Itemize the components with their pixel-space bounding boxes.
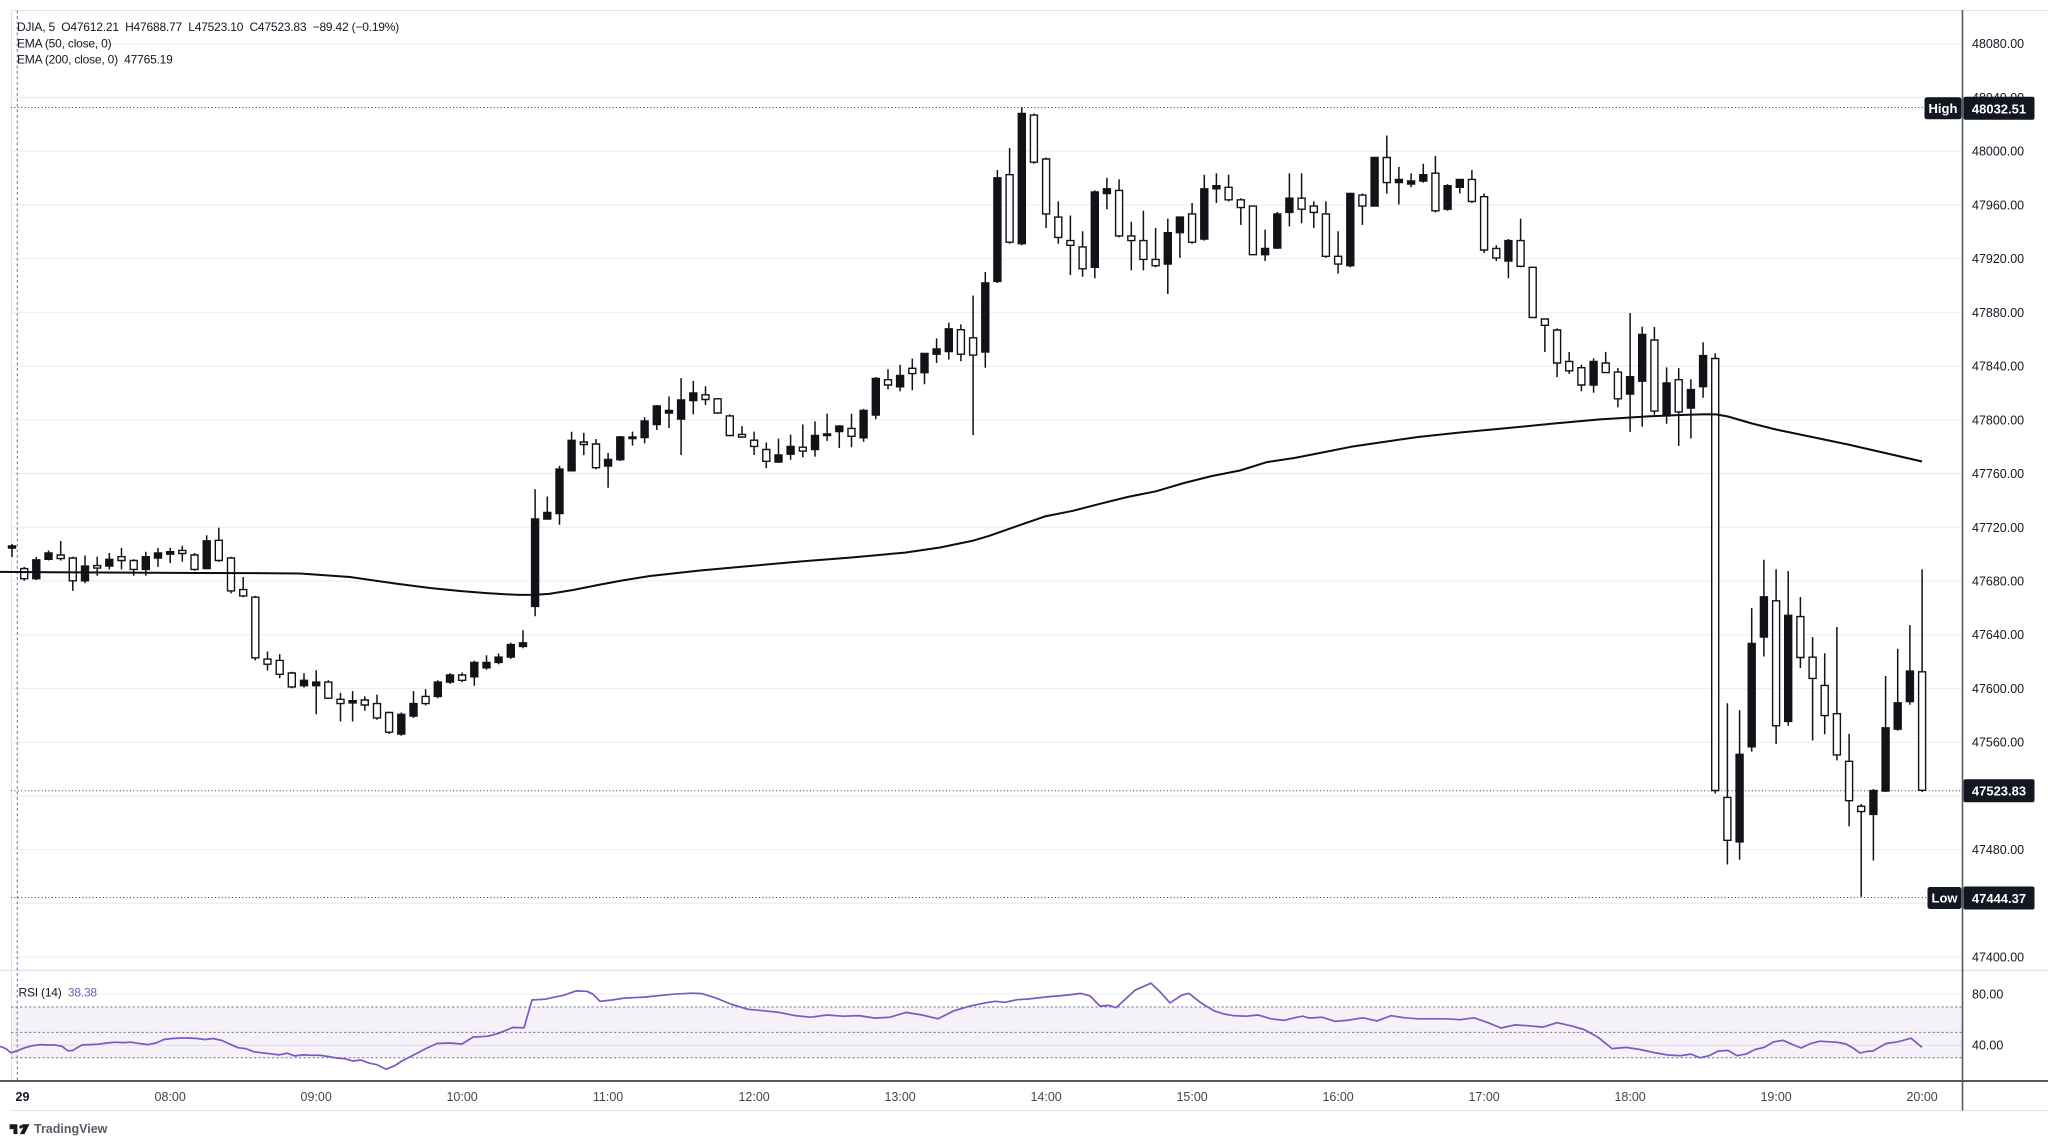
svg-text:48032.51: 48032.51 — [1972, 101, 2026, 116]
svg-text:47960.00: 47960.00 — [1972, 198, 2024, 212]
svg-text:12:00: 12:00 — [738, 1090, 769, 1104]
svg-text:19:00: 19:00 — [1760, 1090, 1791, 1104]
svg-text:47800.00: 47800.00 — [1972, 413, 2024, 427]
svg-text:11:00: 11:00 — [593, 1090, 623, 1104]
svg-text:14:00: 14:00 — [1030, 1090, 1061, 1104]
svg-text:47560.00: 47560.00 — [1972, 736, 2024, 750]
svg-text:47600.00: 47600.00 — [1972, 682, 2024, 696]
svg-text:47920.00: 47920.00 — [1972, 252, 2024, 266]
svg-text:TradingView: TradingView — [34, 1122, 108, 1136]
svg-text:08:00: 08:00 — [155, 1090, 186, 1104]
svg-text:47680.00: 47680.00 — [1972, 575, 2024, 589]
svg-text:47444.37: 47444.37 — [1972, 891, 2026, 906]
svg-text:47400.00: 47400.00 — [1972, 951, 2024, 965]
svg-text:18:00: 18:00 — [1614, 1090, 1645, 1104]
svg-text:48080.00: 48080.00 — [1972, 37, 2024, 51]
svg-text:80.00: 80.00 — [1972, 988, 2003, 1002]
svg-text:47480.00: 47480.00 — [1972, 843, 2024, 857]
svg-text:EMA (50, close, 0): EMA (50, close, 0) — [17, 37, 112, 51]
svg-text:RSI (14) 38.38: RSI (14) 38.38 — [19, 986, 98, 1000]
svg-text:17:00: 17:00 — [1468, 1090, 1499, 1104]
svg-text:16:00: 16:00 — [1322, 1090, 1353, 1104]
svg-text:48000.00: 48000.00 — [1972, 145, 2024, 159]
svg-text:29: 29 — [16, 1090, 30, 1104]
svg-text:47640.00: 47640.00 — [1972, 628, 2024, 642]
svg-text:47880.00: 47880.00 — [1972, 306, 2024, 320]
svg-text:47720.00: 47720.00 — [1972, 521, 2024, 535]
svg-text:47760.00: 47760.00 — [1972, 467, 2024, 481]
svg-text:15:00: 15:00 — [1176, 1090, 1207, 1104]
svg-text:10:00: 10:00 — [446, 1090, 477, 1104]
svg-text:13:00: 13:00 — [884, 1090, 915, 1104]
svg-text:DJIA, 5 O47612.21 H47688.77: DJIA, 5 O47612.21 H47688.77 L47523.10 C4… — [17, 20, 399, 34]
svg-text:EMA (200, close, 0) 47765.19: EMA (200, close, 0) 47765.19 — [17, 53, 173, 67]
svg-text:20:00: 20:00 — [1906, 1090, 1937, 1104]
svg-text:40.00: 40.00 — [1972, 1039, 2003, 1053]
svg-text:Low: Low — [1932, 891, 1959, 906]
svg-text:47523.83: 47523.83 — [1972, 784, 2026, 799]
svg-text:47840.00: 47840.00 — [1972, 360, 2024, 374]
svg-text:High: High — [1929, 101, 1958, 116]
svg-text:09:00: 09:00 — [301, 1090, 332, 1104]
